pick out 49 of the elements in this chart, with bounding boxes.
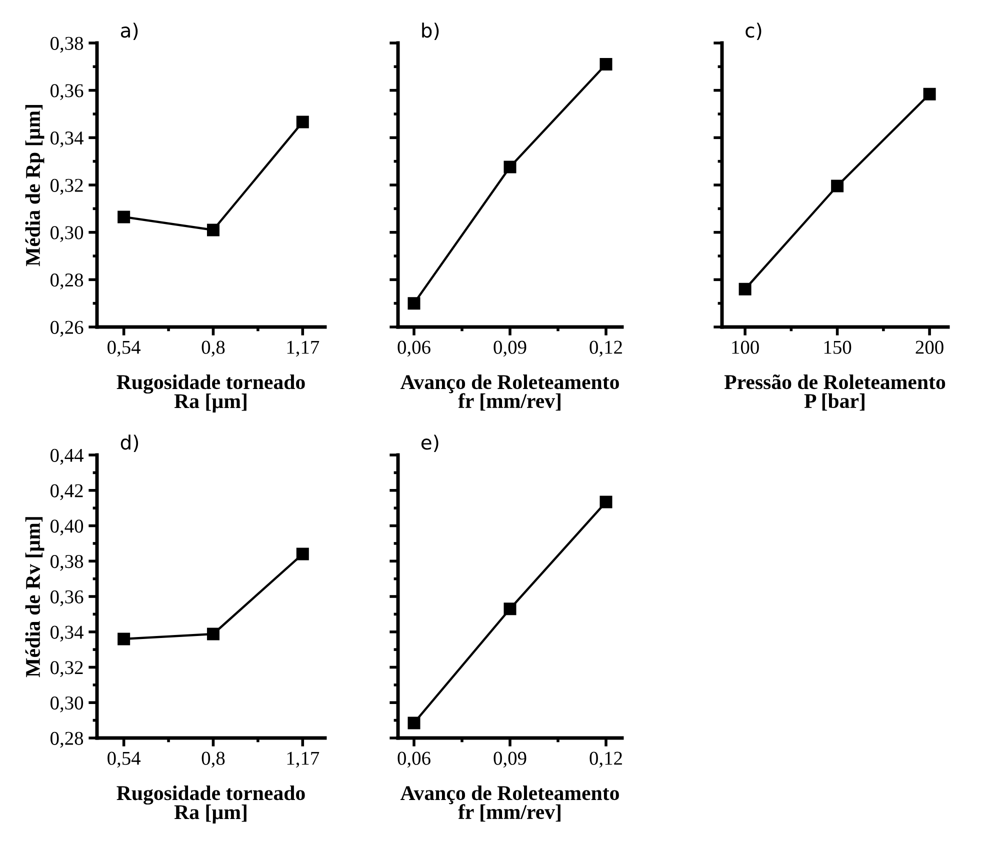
x-tick-label: 0,54	[108, 752, 141, 768]
x-axis-title: Rugosidade torneado Ra [µm]	[116, 785, 305, 824]
point	[296, 116, 309, 128]
chart-title: a)	[120, 22, 138, 40]
point	[206, 628, 220, 640]
x-axis-title: Rugosidade torneado Ra [µm]	[116, 374, 305, 412]
chart-title: b)	[422, 22, 439, 40]
x-tick-label: 0,54	[108, 340, 141, 357]
y-tick-label: 0,34	[50, 131, 84, 148]
chart-title: d)	[120, 434, 138, 452]
y-tick-label: 0,30	[50, 226, 84, 242]
x-tick-label: 1,17	[287, 340, 320, 357]
y-tick-label: 0,30	[50, 696, 84, 712]
chart-title: c)	[746, 22, 762, 40]
y-tick-label: 0,42	[50, 484, 83, 500]
point	[118, 632, 130, 646]
x-tick-label: 0,09	[494, 340, 526, 357]
y-axis-title: Média de Rp [µm]	[25, 105, 44, 266]
y-tick-label: 0,26	[50, 320, 84, 337]
x-tick-label: 100	[732, 340, 759, 354]
point	[206, 224, 220, 236]
y-tick-label: 0,38	[50, 36, 84, 53]
x-tick-label: 1,17	[287, 752, 320, 768]
y-tick-label: 0,36	[50, 84, 84, 100]
x-axis-title: Pressão de Roleteamento P [bar]	[724, 374, 946, 411]
x-tick-label: 0,12	[590, 340, 622, 357]
y-tick-label: 0,28	[50, 732, 84, 748]
x-tick-label: 0,09	[494, 752, 526, 768]
y-tick-label: 0,40	[50, 520, 84, 536]
y-tick-label: 0,38	[50, 554, 84, 571]
x-tick-label: 0,06	[398, 752, 430, 768]
y-axis-title: Média de Rv [µm]	[25, 517, 44, 678]
x-tick-label: 0,8	[202, 340, 225, 357]
x-axis-title: Avanço de Roleteamento fr [mm/rev]	[400, 374, 619, 411]
y-tick-label: 0,34	[50, 626, 84, 642]
y-tick-label: 0,44	[50, 448, 84, 465]
y-tick-label: 0,36	[50, 590, 84, 606]
y-tick-label: 0,32	[50, 661, 83, 677]
y-tick-label: 0,32	[50, 178, 83, 195]
point	[296, 548, 309, 560]
x-tick-label: 0,12	[590, 752, 622, 768]
chart-title: e)	[421, 434, 438, 452]
point	[118, 210, 130, 224]
x-tick-label: 150	[824, 340, 852, 354]
x-tick-label: 0,8	[202, 752, 225, 768]
x-tick-label: 200	[916, 340, 944, 354]
x-axis-title: Avanço de Roleteamento fr [mm/rev]	[400, 785, 619, 822]
x-tick-label: 0,06	[398, 340, 430, 357]
y-tick-label: 0,28	[50, 273, 84, 290]
